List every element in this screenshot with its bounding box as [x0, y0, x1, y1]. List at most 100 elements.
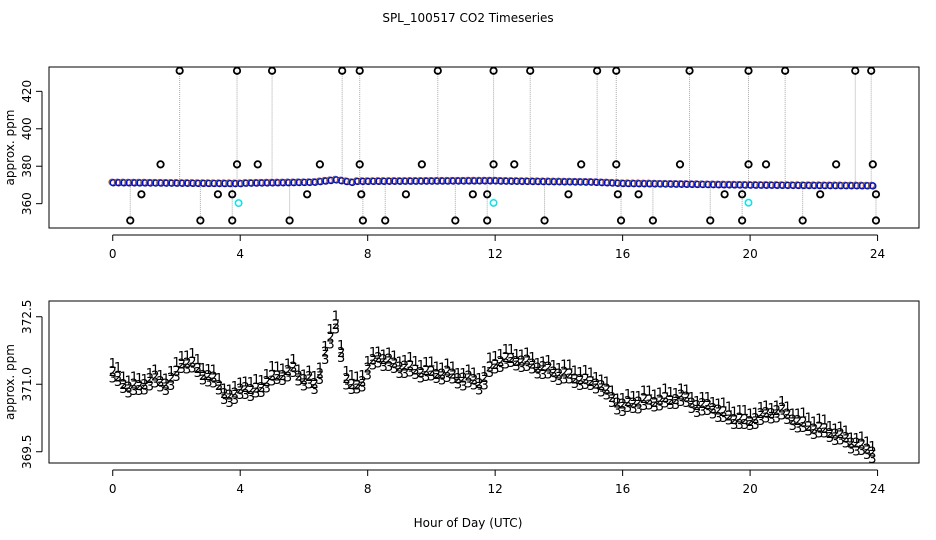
- bottom-series-3-point: 3: [560, 373, 568, 388]
- bottom-series-3-point: 3: [316, 373, 324, 388]
- bottom-series-3-point: 3: [305, 377, 313, 392]
- bottom-series-2-point: 2: [172, 364, 180, 379]
- bottom-series-2-point: 2: [773, 404, 781, 419]
- bottom-series-1-point: 1: [831, 422, 839, 437]
- bottom-series-1-point: 1: [231, 380, 239, 395]
- bottom-series-1-point: 1: [380, 349, 388, 364]
- bottom-series-2-point: 2: [167, 372, 175, 387]
- bottom-series-3-point: 3: [576, 379, 584, 394]
- top-series-3-point: [242, 179, 250, 187]
- bottom-series-1-point: 1: [704, 391, 712, 406]
- top-series-3-point: [226, 179, 234, 188]
- bottom-series-3-point: 3: [820, 427, 828, 442]
- bottom-series-1-point: 1: [215, 372, 223, 387]
- top-series-3-point: [284, 179, 293, 187]
- bottom-series-1-point: 1: [140, 373, 148, 388]
- bottom-series-1-point: 1: [783, 400, 791, 415]
- bottom-series-1-point: 1: [279, 363, 287, 378]
- top-high-spike-point: [781, 66, 790, 75]
- bottom-series-3-point: 3: [852, 444, 860, 459]
- bottom-series-1-point: 1: [348, 369, 356, 384]
- top-series-3-point: [762, 181, 771, 189]
- top-series-3-point: [369, 177, 378, 186]
- bottom-series-2-point: 2: [268, 369, 276, 384]
- bottom-series-1-point: 1: [449, 361, 457, 376]
- bottom-series-1-point: 1: [156, 369, 164, 384]
- bottom-series-3-point: 3: [454, 378, 462, 393]
- top-series-3-point: [513, 177, 521, 186]
- bottom-series-1-point: 1: [146, 367, 154, 382]
- bottom-series-3-point: 3: [257, 386, 265, 401]
- bottom-series-3-point: 3: [496, 361, 504, 376]
- bottom-series-1-point: 1: [321, 340, 329, 355]
- bottom-series-2-point: 2: [135, 379, 143, 394]
- top-series-3-point: [837, 182, 845, 190]
- bottom-series-2-point: 2: [422, 364, 430, 379]
- bottom-series-2-point: 2: [863, 443, 871, 458]
- top-series-3-point: [523, 177, 532, 186]
- bottom-series-1-point: 1: [550, 359, 558, 374]
- bottom-series-3-point: 3: [581, 378, 589, 393]
- bottom-series-2-point: 2: [257, 381, 265, 396]
- bottom-series-2-point: 2: [847, 436, 855, 451]
- bottom-series-3-point: 3: [730, 418, 738, 433]
- top-dip-spike-point: [137, 190, 146, 199]
- bottom-series-3-point: 3: [353, 382, 361, 397]
- bottom-series-1-point: 1: [603, 376, 611, 391]
- top-high-spike-point: [489, 66, 498, 75]
- bottom-series-3-point: 3: [518, 361, 526, 376]
- top-mid-spike-point: [577, 160, 586, 169]
- bottom-series-1-point: 1: [188, 347, 196, 362]
- bottom-series-2-point: 2: [486, 360, 494, 375]
- bottom-series-2-point: 2: [178, 357, 186, 372]
- bottom-series-1-point: 1: [470, 366, 478, 381]
- bottom-series-3-point: 3: [810, 428, 818, 443]
- bottom-series-2-point: 2: [385, 352, 393, 367]
- bottom-series-3-point: 3: [231, 393, 239, 408]
- top-series-3-point: [279, 179, 287, 187]
- top-series-3-point: [465, 177, 473, 185]
- top-series-3-point: [295, 178, 303, 187]
- top-series-3-point: [157, 179, 165, 187]
- bottom-x-tick-label: 8: [364, 482, 372, 496]
- bottom-series-3-point: 3: [555, 374, 563, 389]
- bottom-series-2-point: 2: [512, 355, 520, 370]
- bottom-series-2-point: 2: [544, 361, 552, 376]
- top-dip-spike-point: [564, 190, 573, 199]
- bottom-series-3-point: 3: [523, 360, 531, 375]
- bottom-series-1-point: 1: [868, 440, 876, 455]
- bottom-series-1-point: 1: [210, 363, 218, 378]
- top-mid-spike-point: [253, 160, 262, 169]
- bottom-series-2-point: 2: [789, 413, 797, 428]
- bottom-series-3-point: 3: [693, 406, 701, 421]
- bottom-series-2-point: 2: [199, 369, 207, 384]
- bottom-series-1-point: 1: [656, 386, 664, 401]
- top-high-spike-point: [867, 66, 876, 75]
- bottom-series-1-point: 1: [465, 363, 473, 378]
- bottom-series-1-point: 1: [778, 395, 786, 410]
- bottom-series-2-point: 2: [709, 402, 717, 417]
- top-series-3-point: [476, 177, 484, 185]
- bottom-series-1-point: 1: [650, 389, 658, 404]
- bottom-series-3-point: 3: [746, 419, 754, 434]
- bottom-series-2-point: 2: [326, 331, 334, 346]
- bottom-series-2-point: 2: [454, 372, 462, 387]
- bottom-series-1-point: 1: [284, 358, 292, 373]
- top-low-spike-point: [706, 216, 715, 225]
- bottom-series-1-point: 1: [507, 343, 515, 358]
- bottom-series-3-point: 3: [624, 401, 632, 416]
- bottom-series-2-point: 2: [682, 390, 690, 405]
- bottom-series-3-point: 3: [225, 396, 233, 411]
- bottom-series-2-point: 2: [109, 365, 117, 380]
- top-low-spike-point: [358, 216, 368, 225]
- top-series-3-point: [114, 179, 123, 187]
- top-dip-spike-point: [613, 190, 622, 199]
- bottom-series-3-point: 3: [842, 436, 850, 451]
- bottom-series-1-point: 1: [863, 436, 871, 451]
- bottom-series-3-point: 3: [289, 366, 297, 381]
- top-series-3-point: [651, 180, 659, 188]
- top-series-3-point: [178, 179, 187, 187]
- bottom-series-3-point: 3: [528, 363, 536, 378]
- bottom-series-3-point: 3: [188, 362, 196, 377]
- bottom-series-1-point: 1: [353, 370, 361, 385]
